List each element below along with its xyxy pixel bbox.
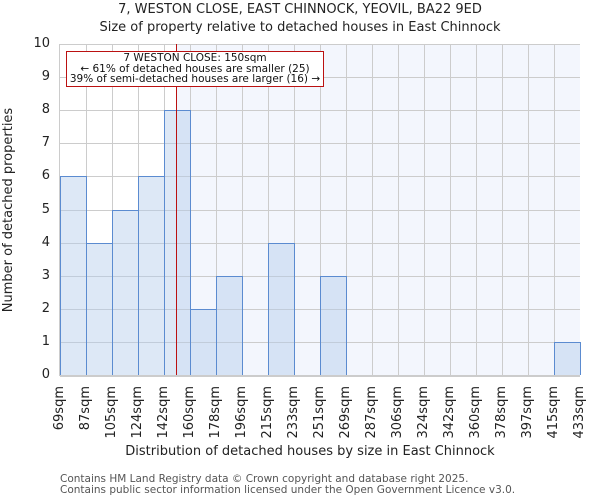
gridline-vertical [476, 44, 477, 375]
histogram-bar [320, 275, 347, 375]
gridline-vertical [346, 44, 347, 375]
annotation-line-2: ← 61% of detached houses are smaller (25… [80, 62, 310, 75]
x-tick-label: 342sqm [442, 386, 457, 439]
histogram-bar [216, 275, 243, 375]
histogram-bar [554, 341, 581, 375]
y-tick-label: 1 [41, 333, 50, 349]
x-tick-label: 160sqm [182, 386, 197, 439]
x-tick-label: 69sqm [52, 386, 67, 431]
annotation-box: 7 WESTON CLOSE: 150sqm ← 61% of detached… [66, 51, 324, 87]
gridline-vertical [294, 44, 295, 375]
x-tick-label: 124sqm [130, 386, 145, 439]
chart-subtitle: Size of property relative to detached ho… [99, 20, 501, 35]
plot-area: 7 WESTON CLOSE: 150sqm ← 61% of detached… [60, 44, 581, 375]
gridline-vertical [372, 44, 373, 375]
x-tick-label: 196sqm [234, 386, 249, 439]
histogram-bar [60, 176, 87, 375]
gridline-vertical [242, 44, 243, 375]
footer-licence: Contains public sector information licen… [60, 484, 516, 496]
annotation-line-1: 7 WESTON CLOSE: 150sqm [123, 52, 267, 64]
x-tick-label: 415sqm [546, 386, 561, 439]
y-tick-label: 6 [41, 168, 50, 184]
gridline-vertical [528, 44, 529, 375]
y-axis-label: Number of detached properties [1, 107, 16, 313]
x-tick-label: 178sqm [208, 386, 223, 439]
x-axis-label: Distribution of detached houses by size … [125, 444, 495, 459]
gridline-vertical [216, 44, 217, 375]
histogram-bar [112, 209, 139, 375]
x-tick-label: 233sqm [286, 386, 301, 439]
gridline-vertical [320, 44, 321, 375]
x-tick-label: 251sqm [312, 386, 327, 439]
y-tick-label: 8 [41, 102, 50, 118]
y-tick-label: 10 [33, 36, 50, 51]
x-tick-label: 105sqm [104, 386, 119, 439]
footer-copyright: Contains HM Land Registry data © Crown c… [60, 473, 469, 485]
property-marker-line [175, 44, 178, 375]
gridline-vertical [398, 44, 399, 375]
x-tick-label: 397sqm [520, 386, 535, 439]
histogram-bar [164, 110, 191, 375]
gridline-vertical [424, 44, 425, 375]
y-tick-label: 3 [41, 267, 50, 283]
gridline-vertical [450, 44, 451, 375]
y-tick-label: 4 [41, 234, 50, 250]
x-tick-label: 142sqm [156, 386, 171, 439]
x-tick-label: 433sqm [572, 386, 587, 439]
y-tick-label: 9 [41, 69, 50, 85]
x-tick-label: 287sqm [364, 386, 379, 439]
histogram-bar [138, 176, 165, 375]
y-tick-label: 0 [41, 367, 50, 382]
x-tick-label: 87sqm [78, 386, 93, 431]
x-tick-label: 324sqm [416, 386, 431, 439]
x-axis-line [60, 375, 580, 377]
x-tick-label: 360sqm [468, 386, 483, 439]
y-tick-label: 2 [41, 300, 50, 316]
y-tick-label: 7 [41, 135, 50, 151]
gridline-vertical [502, 44, 503, 375]
chart-title: 7, WESTON CLOSE, EAST CHINNOCK, YEOVIL, … [118, 2, 482, 17]
histogram-bar [86, 242, 113, 375]
x-tick-label: 306sqm [390, 386, 405, 439]
histogram-bar [190, 308, 217, 375]
gridline-vertical [268, 44, 269, 375]
x-tick-label: 269sqm [338, 386, 353, 439]
histogram-bar [268, 242, 295, 375]
x-tick-label: 215sqm [260, 386, 275, 439]
annotation-line-3: 39% of semi-detached houses are larger (… [69, 73, 321, 85]
gridline-vertical [554, 44, 555, 375]
y-axis-line [59, 44, 60, 376]
y-tick-label: 5 [41, 201, 50, 217]
x-tick-label: 378sqm [494, 386, 509, 439]
